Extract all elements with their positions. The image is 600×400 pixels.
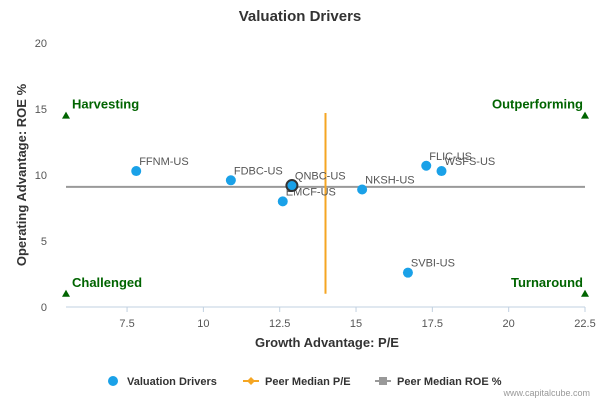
legend-diamond-icon (247, 377, 255, 385)
point-label-fdbc-us: FDBC-US (234, 165, 283, 177)
y-tick-label: 0 (41, 302, 47, 314)
point-label-nksh-us: NKSH-US (365, 175, 415, 187)
x-tick-label: 12.5 (269, 318, 290, 330)
quadrant-marker-challenged (62, 289, 70, 297)
data-point-wsfs-us (436, 166, 447, 177)
x-tick-label: 17.5 (422, 318, 443, 330)
quadrant-label-turnaround: Turnaround (511, 275, 583, 290)
data-point-nksh-us (357, 184, 368, 195)
data-point-qnbc-us (286, 180, 297, 191)
y-axis-title: Operating Advantage: ROE % (14, 83, 29, 266)
x-tick-label: 20 (503, 318, 515, 330)
highlight-ring (285, 179, 299, 193)
plot-area: 7.5 10 12.5 15 17.5 20 22.5 0 5 10 15 20 Harvesting O… (35, 38, 596, 330)
data-point-fdbc-us (225, 175, 236, 186)
x-tick-label: 7.5 (119, 318, 134, 330)
quadrant-label-harvesting: Harvesting (72, 97, 139, 112)
quadrant-marker-turnaround (581, 289, 589, 297)
x-tick-label: 15 (350, 318, 362, 330)
legend-item-peer-median-pe: Peer Median P/E (265, 376, 351, 388)
quadrant-marker-outperforming (581, 111, 589, 119)
y-tick-label: 20 (35, 38, 47, 50)
point-label-qnbc-us: QNBC-US (295, 171, 346, 183)
legend-square-icon (379, 377, 387, 385)
quadrant-label-outperforming: Outperforming (492, 97, 583, 112)
y-tick-label: 10 (35, 170, 47, 182)
point-label-wsfs-us: WSFS-US (445, 156, 496, 168)
point-label-svbi-us: SVBI-US (411, 258, 455, 270)
chart-title: Valuation Drivers (239, 8, 362, 25)
point-label-flic-us: FLIC-US (429, 151, 472, 163)
point-label-ffnm-us: FFNM-US (139, 156, 189, 168)
y-tick-label: 5 (41, 236, 47, 248)
y-tick-label: 15 (35, 104, 47, 116)
credit-text: www.capitalcube.com (502, 388, 590, 398)
x-tick-label: 22.5 (574, 318, 595, 330)
x-axis-title: Growth Advantage: P/E (255, 335, 399, 350)
data-point-svbi-us (402, 267, 413, 278)
legend-dot-icon (108, 376, 118, 386)
point-label-emcf-us: EMCF-US (286, 186, 336, 198)
legend[interactable]: Valuation Drivers Peer Median P/E Peer Med… (108, 376, 502, 388)
data-point-emcf-us (277, 196, 288, 207)
legend-item-peer-median-roe: Peer Median ROE % (397, 376, 502, 388)
data-point-ffnm-us (131, 166, 142, 177)
quadrant-label-challenged: Challenged (72, 275, 142, 290)
data-point-flic-us (421, 160, 432, 171)
x-tick-label: 10 (197, 318, 209, 330)
quadrant-marker-harvesting (62, 111, 70, 119)
legend-item-valuation-drivers: Valuation Drivers (127, 376, 217, 388)
